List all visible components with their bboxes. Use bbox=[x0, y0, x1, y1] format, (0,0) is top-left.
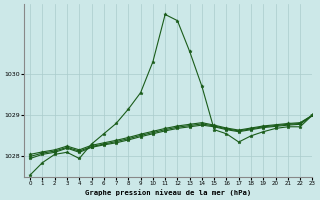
X-axis label: Graphe pression niveau de la mer (hPa): Graphe pression niveau de la mer (hPa) bbox=[85, 189, 251, 196]
